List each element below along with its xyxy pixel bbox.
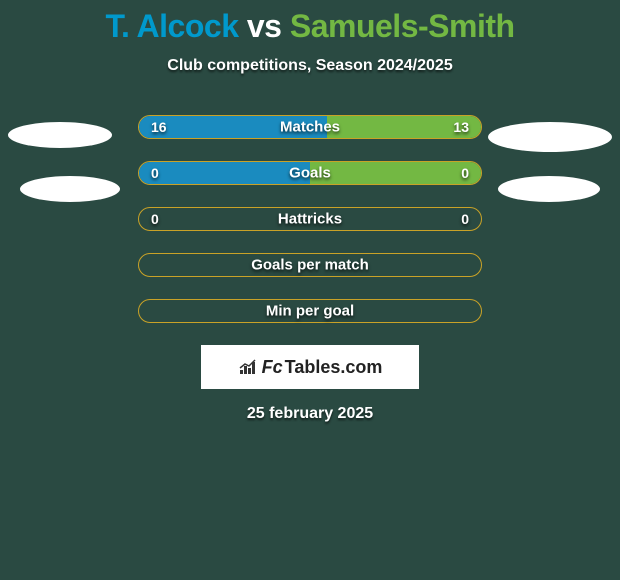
bar-label: Matches [139, 119, 481, 136]
stat-bar-min-per-goal: Min per goal [138, 299, 482, 323]
stat-bar-hattricks: 00Hattricks [138, 207, 482, 231]
date-text: 25 february 2025 [0, 405, 620, 423]
bar-label: Hattricks [139, 211, 481, 228]
logo-text: FcTables.com [238, 357, 383, 378]
stat-bar-goals: 00Goals [138, 161, 482, 185]
player2-name: Samuels-Smith [290, 8, 515, 44]
comparison-title: T. Alcock vs Samuels-Smith [0, 0, 620, 45]
player1-name: T. Alcock [105, 8, 238, 44]
ellipse-2 [20, 176, 120, 202]
subtitle: Club competitions, Season 2024/2025 [0, 57, 620, 75]
ellipse-0 [8, 122, 112, 148]
stat-bar-goals-per-match: Goals per match [138, 253, 482, 277]
bar-label: Goals [139, 165, 481, 182]
bar-label: Min per goal [139, 303, 481, 320]
vs-text: vs [247, 8, 282, 44]
logo-box: FcTables.com [201, 345, 419, 389]
logo-rest: Tables.com [285, 357, 383, 378]
ellipse-1 [488, 122, 612, 152]
logo-fc: Fc [262, 357, 283, 378]
ellipse-3 [498, 176, 600, 202]
comparison-bars: 1613Matches 00Goals 00Hattricks Goals per m… [138, 115, 482, 323]
stat-bar-matches: 1613Matches [138, 115, 482, 139]
bar-label: Goals per match [139, 257, 481, 274]
chart-icon [238, 358, 260, 376]
